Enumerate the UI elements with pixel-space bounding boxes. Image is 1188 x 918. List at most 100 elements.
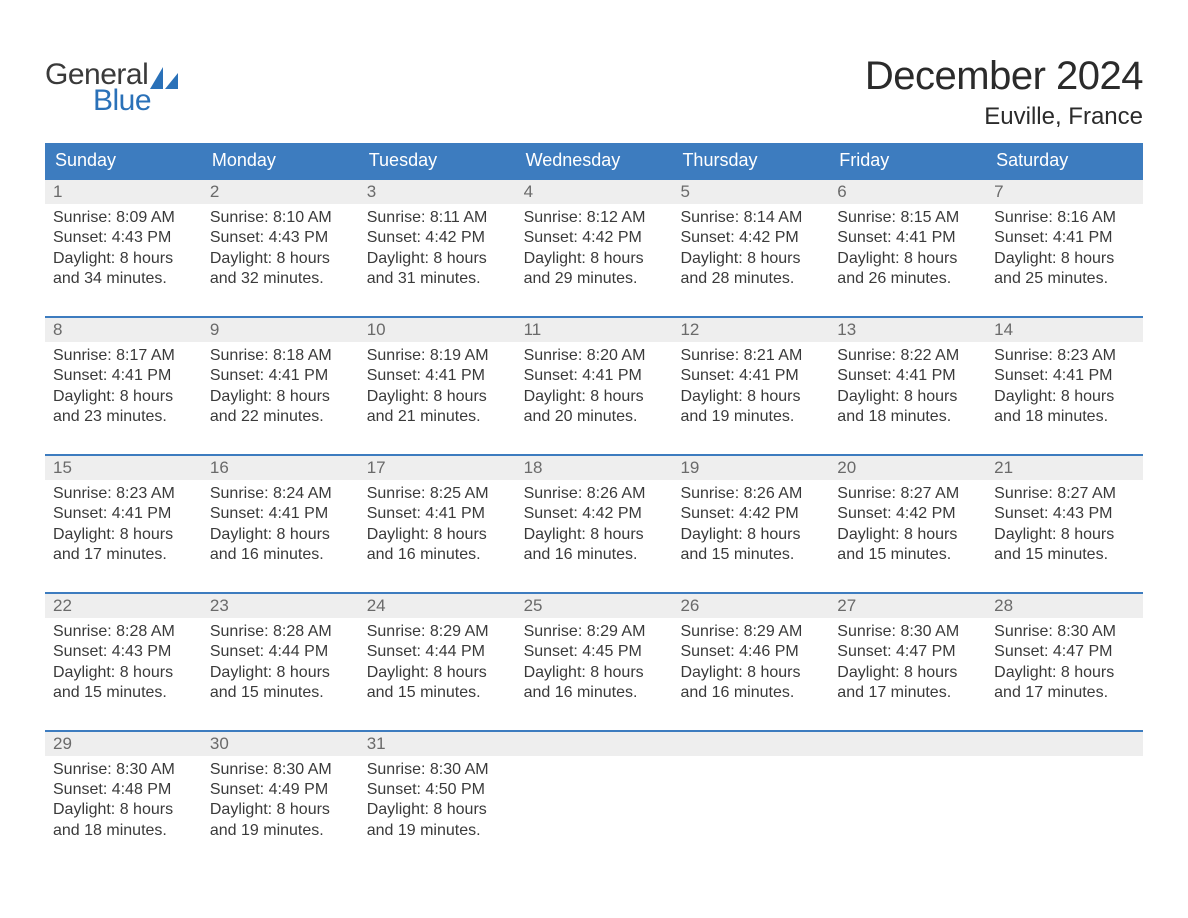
sunset-text: Sunset: 4:41 PM — [524, 366, 665, 386]
day-number: 16 — [202, 456, 359, 480]
sunrise-text: Sunrise: 8:30 AM — [994, 622, 1135, 642]
page: General Blue December 2024 Euville, Fran… — [0, 0, 1188, 907]
daylight-text: Daylight: 8 hours — [210, 525, 351, 545]
day-number: 11 — [516, 318, 673, 342]
dayname-monday: Monday — [202, 143, 359, 178]
daylight-text-2: and 18 minutes. — [53, 821, 194, 841]
day-details: Sunrise: 8:09 AMSunset: 4:43 PMDaylight:… — [45, 204, 202, 290]
day-number: 27 — [829, 594, 986, 618]
daylight-text-2: and 16 minutes. — [210, 545, 351, 565]
daylight-text: Daylight: 8 hours — [210, 663, 351, 683]
sunrise-text: Sunrise: 8:22 AM — [837, 346, 978, 366]
day-number: 26 — [672, 594, 829, 618]
daylight-text-2: and 15 minutes. — [367, 683, 508, 703]
sunrise-text: Sunrise: 8:18 AM — [210, 346, 351, 366]
sunset-text: Sunset: 4:42 PM — [680, 228, 821, 248]
day-details: Sunrise: 8:29 AMSunset: 4:46 PMDaylight:… — [672, 618, 829, 704]
day-details: Sunrise: 8:30 AMSunset: 4:49 PMDaylight:… — [202, 756, 359, 842]
day-number: 20 — [829, 456, 986, 480]
day-number — [516, 732, 673, 756]
daylight-text-2: and 17 minutes. — [994, 683, 1135, 703]
week-row: 8Sunrise: 8:17 AMSunset: 4:41 PMDaylight… — [45, 316, 1143, 434]
day-details: Sunrise: 8:17 AMSunset: 4:41 PMDaylight:… — [45, 342, 202, 428]
sunset-text: Sunset: 4:41 PM — [837, 228, 978, 248]
daylight-text-2: and 17 minutes. — [53, 545, 194, 565]
location-label: Euville, France — [865, 103, 1143, 131]
daylight-text: Daylight: 8 hours — [367, 249, 508, 269]
day-details: Sunrise: 8:23 AMSunset: 4:41 PMDaylight:… — [45, 480, 202, 566]
sunrise-text: Sunrise: 8:21 AM — [680, 346, 821, 366]
day-cell: 23Sunrise: 8:28 AMSunset: 4:44 PMDayligh… — [202, 594, 359, 710]
day-number: 14 — [986, 318, 1143, 342]
week-row: 15Sunrise: 8:23 AMSunset: 4:41 PMDayligh… — [45, 454, 1143, 572]
day-number: 31 — [359, 732, 516, 756]
daylight-text: Daylight: 8 hours — [53, 800, 194, 820]
daylight-text: Daylight: 8 hours — [53, 663, 194, 683]
daylight-text: Daylight: 8 hours — [367, 525, 508, 545]
day-cell: 26Sunrise: 8:29 AMSunset: 4:46 PMDayligh… — [672, 594, 829, 710]
day-details: Sunrise: 8:19 AMSunset: 4:41 PMDaylight:… — [359, 342, 516, 428]
sunset-text: Sunset: 4:41 PM — [53, 366, 194, 386]
empty-cell — [986, 732, 1143, 848]
daylight-text-2: and 31 minutes. — [367, 269, 508, 289]
day-number: 28 — [986, 594, 1143, 618]
title-block: December 2024 Euville, France — [865, 40, 1143, 143]
dayname-wednesday: Wednesday — [516, 143, 673, 178]
sunrise-text: Sunrise: 8:29 AM — [680, 622, 821, 642]
dayname-sunday: Sunday — [45, 143, 202, 178]
daylight-text: Daylight: 8 hours — [837, 663, 978, 683]
week-row: 1Sunrise: 8:09 AMSunset: 4:43 PMDaylight… — [45, 178, 1143, 296]
day-cell: 2Sunrise: 8:10 AMSunset: 4:43 PMDaylight… — [202, 180, 359, 296]
sunrise-text: Sunrise: 8:20 AM — [524, 346, 665, 366]
daylight-text-2: and 32 minutes. — [210, 269, 351, 289]
day-cell: 3Sunrise: 8:11 AMSunset: 4:42 PMDaylight… — [359, 180, 516, 296]
day-details: Sunrise: 8:26 AMSunset: 4:42 PMDaylight:… — [672, 480, 829, 566]
daylight-text-2: and 15 minutes. — [680, 545, 821, 565]
sunset-text: Sunset: 4:42 PM — [367, 228, 508, 248]
sunset-text: Sunset: 4:47 PM — [994, 642, 1135, 662]
day-cell: 14Sunrise: 8:23 AMSunset: 4:41 PMDayligh… — [986, 318, 1143, 434]
day-cell: 22Sunrise: 8:28 AMSunset: 4:43 PMDayligh… — [45, 594, 202, 710]
daylight-text-2: and 23 minutes. — [53, 407, 194, 427]
day-number: 15 — [45, 456, 202, 480]
day-cell: 30Sunrise: 8:30 AMSunset: 4:49 PMDayligh… — [202, 732, 359, 848]
sunrise-text: Sunrise: 8:28 AM — [53, 622, 194, 642]
daylight-text-2: and 17 minutes. — [837, 683, 978, 703]
day-details: Sunrise: 8:30 AMSunset: 4:47 PMDaylight:… — [829, 618, 986, 704]
sunset-text: Sunset: 4:43 PM — [210, 228, 351, 248]
day-cell: 29Sunrise: 8:30 AMSunset: 4:48 PMDayligh… — [45, 732, 202, 848]
day-cell: 7Sunrise: 8:16 AMSunset: 4:41 PMDaylight… — [986, 180, 1143, 296]
sunrise-text: Sunrise: 8:26 AM — [680, 484, 821, 504]
sunset-text: Sunset: 4:48 PM — [53, 780, 194, 800]
daylight-text-2: and 15 minutes. — [837, 545, 978, 565]
sunrise-text: Sunrise: 8:16 AM — [994, 208, 1135, 228]
day-number: 12 — [672, 318, 829, 342]
month-title: December 2024 — [865, 54, 1143, 99]
day-details: Sunrise: 8:28 AMSunset: 4:44 PMDaylight:… — [202, 618, 359, 704]
dayname-saturday: Saturday — [986, 143, 1143, 178]
day-details: Sunrise: 8:14 AMSunset: 4:42 PMDaylight:… — [672, 204, 829, 290]
day-number: 18 — [516, 456, 673, 480]
day-number: 5 — [672, 180, 829, 204]
sunset-text: Sunset: 4:49 PM — [210, 780, 351, 800]
sunrise-text: Sunrise: 8:12 AM — [524, 208, 665, 228]
day-number — [829, 732, 986, 756]
day-details: Sunrise: 8:30 AMSunset: 4:48 PMDaylight:… — [45, 756, 202, 842]
day-cell: 10Sunrise: 8:19 AMSunset: 4:41 PMDayligh… — [359, 318, 516, 434]
day-details: Sunrise: 8:12 AMSunset: 4:42 PMDaylight:… — [516, 204, 673, 290]
day-cell: 1Sunrise: 8:09 AMSunset: 4:43 PMDaylight… — [45, 180, 202, 296]
day-details: Sunrise: 8:24 AMSunset: 4:41 PMDaylight:… — [202, 480, 359, 566]
sunset-text: Sunset: 4:42 PM — [524, 504, 665, 524]
day-number — [672, 732, 829, 756]
sunrise-text: Sunrise: 8:30 AM — [837, 622, 978, 642]
sunset-text: Sunset: 4:41 PM — [680, 366, 821, 386]
daylight-text-2: and 18 minutes. — [994, 407, 1135, 427]
day-cell: 16Sunrise: 8:24 AMSunset: 4:41 PMDayligh… — [202, 456, 359, 572]
daylight-text: Daylight: 8 hours — [680, 387, 821, 407]
daylight-text: Daylight: 8 hours — [680, 249, 821, 269]
empty-cell — [516, 732, 673, 848]
day-number: 1 — [45, 180, 202, 204]
day-details: Sunrise: 8:29 AMSunset: 4:44 PMDaylight:… — [359, 618, 516, 704]
sunrise-text: Sunrise: 8:30 AM — [210, 760, 351, 780]
daylight-text-2: and 28 minutes. — [680, 269, 821, 289]
